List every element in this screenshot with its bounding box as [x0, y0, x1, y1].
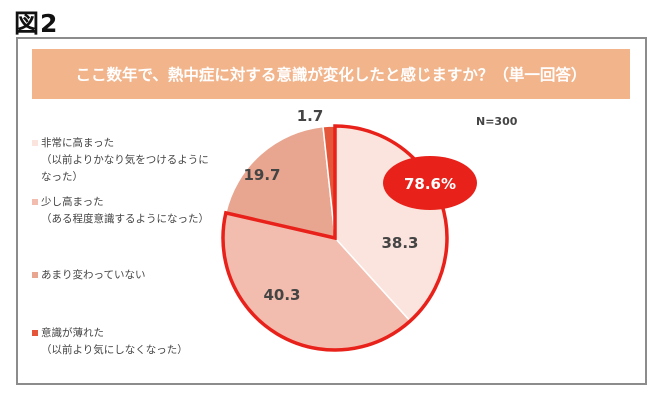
question-banner: ここ数年で、熱中症に対する意識が変化したと感じますか？（単一回答）	[32, 49, 630, 99]
legend-label-0-2: なった）	[41, 171, 83, 183]
legend-label-2-0: あまり変わっていない	[41, 269, 146, 281]
legend-swatch-2	[32, 272, 38, 278]
slice-value-label-0: 38.3	[381, 234, 418, 252]
legend-label-3-1: （以前より気にしなくなった）	[41, 344, 188, 356]
pie-slice-2	[224, 125, 336, 239]
legend-label-3-0: 意識が薄れた	[41, 327, 104, 339]
slice-value-label-1: 40.3	[263, 286, 300, 304]
slice-value-label-3: 1.7	[297, 107, 324, 125]
legend-item-2: あまり変わっていない	[32, 267, 145, 284]
callout-text: 78.6%	[404, 175, 456, 193]
legend-item-3: 意識が薄れた （以前より気にしなくなった）	[32, 325, 188, 359]
legend-label-1-1: （ある程度意識するようになった）	[41, 213, 209, 225]
slice-value-label-2: 19.7	[243, 166, 280, 184]
callout-bubble: 78.6%	[383, 156, 477, 210]
legend-label-0-0: 非常に高まった	[41, 137, 115, 149]
figure-label: 図2	[14, 9, 59, 38]
legend-swatch-3	[32, 330, 38, 336]
sample-size-label: N=300	[476, 115, 518, 128]
legend-item-0: 非常に高まった （以前よりかなり気をつけるように なった）	[32, 135, 209, 186]
legend-label-1-0: 少し高まった	[41, 196, 104, 208]
callout-ellipse	[383, 156, 477, 210]
legend-swatch-1	[32, 199, 38, 205]
legend-swatch-0	[32, 140, 38, 146]
highlight-outline	[221, 124, 449, 352]
legend-label-0-1: （以前よりかなり気をつけるように	[41, 154, 209, 166]
legend-item-1: 少し高まった （ある程度意識するようになった）	[32, 194, 209, 228]
